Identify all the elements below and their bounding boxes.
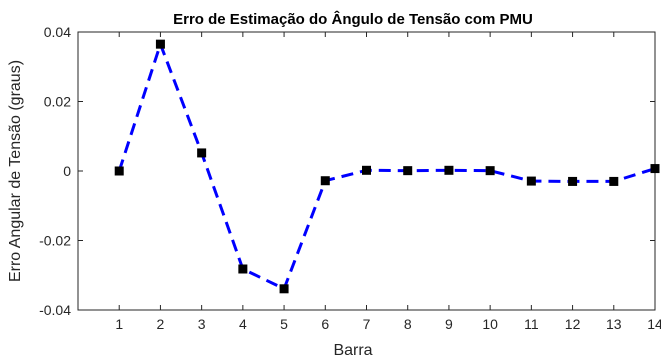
data-point-marker xyxy=(650,164,660,174)
x-tick-label: 1 xyxy=(115,316,123,332)
x-tick-label: 3 xyxy=(198,316,206,332)
x-tick-label: 2 xyxy=(157,316,165,332)
x-tick-label: 9 xyxy=(445,316,453,332)
y-tick-label: 0 xyxy=(63,163,71,179)
x-tick-label: 4 xyxy=(239,316,247,332)
series-line xyxy=(117,42,656,291)
x-tick-label: 14 xyxy=(647,316,661,332)
data-point-marker xyxy=(403,166,413,176)
x-tick-label: 11 xyxy=(524,316,539,332)
x-axis-label: Barra xyxy=(333,342,372,359)
data-point-marker xyxy=(362,165,371,175)
data-point-marker xyxy=(526,176,536,186)
data-point-marker xyxy=(197,148,207,158)
y-tick-label: 0.02 xyxy=(44,94,71,110)
data-point-marker xyxy=(609,176,619,186)
x-tick-label: 10 xyxy=(482,316,498,332)
data-point-marker xyxy=(485,166,495,176)
x-tick-label: 13 xyxy=(606,316,622,332)
x-tick-label: 8 xyxy=(404,316,412,332)
x-tick-label: 5 xyxy=(280,316,288,332)
x-tick-label: 7 xyxy=(363,316,371,332)
data-point-marker xyxy=(155,39,165,49)
data-point-marker xyxy=(114,166,124,176)
data-point-marker xyxy=(320,176,330,186)
plot-markers xyxy=(114,39,660,294)
chart-title: Erro de Estimação do Ângulo de Tensão co… xyxy=(173,10,533,28)
plot-lines xyxy=(117,42,656,291)
data-point-marker xyxy=(238,264,248,274)
y-tick-label: -0.04 xyxy=(39,302,71,318)
data-point-marker xyxy=(279,284,289,294)
x-tick-label: 12 xyxy=(565,316,581,332)
data-point-marker xyxy=(568,176,578,186)
y-tick-label: 0.04 xyxy=(44,24,71,40)
data-point-marker xyxy=(444,165,454,175)
x-tick-label: 6 xyxy=(321,316,329,332)
y-axis-label: Erro Angular de Tensão (graus) xyxy=(7,60,24,282)
y-tick-label: -0.02 xyxy=(39,233,71,249)
